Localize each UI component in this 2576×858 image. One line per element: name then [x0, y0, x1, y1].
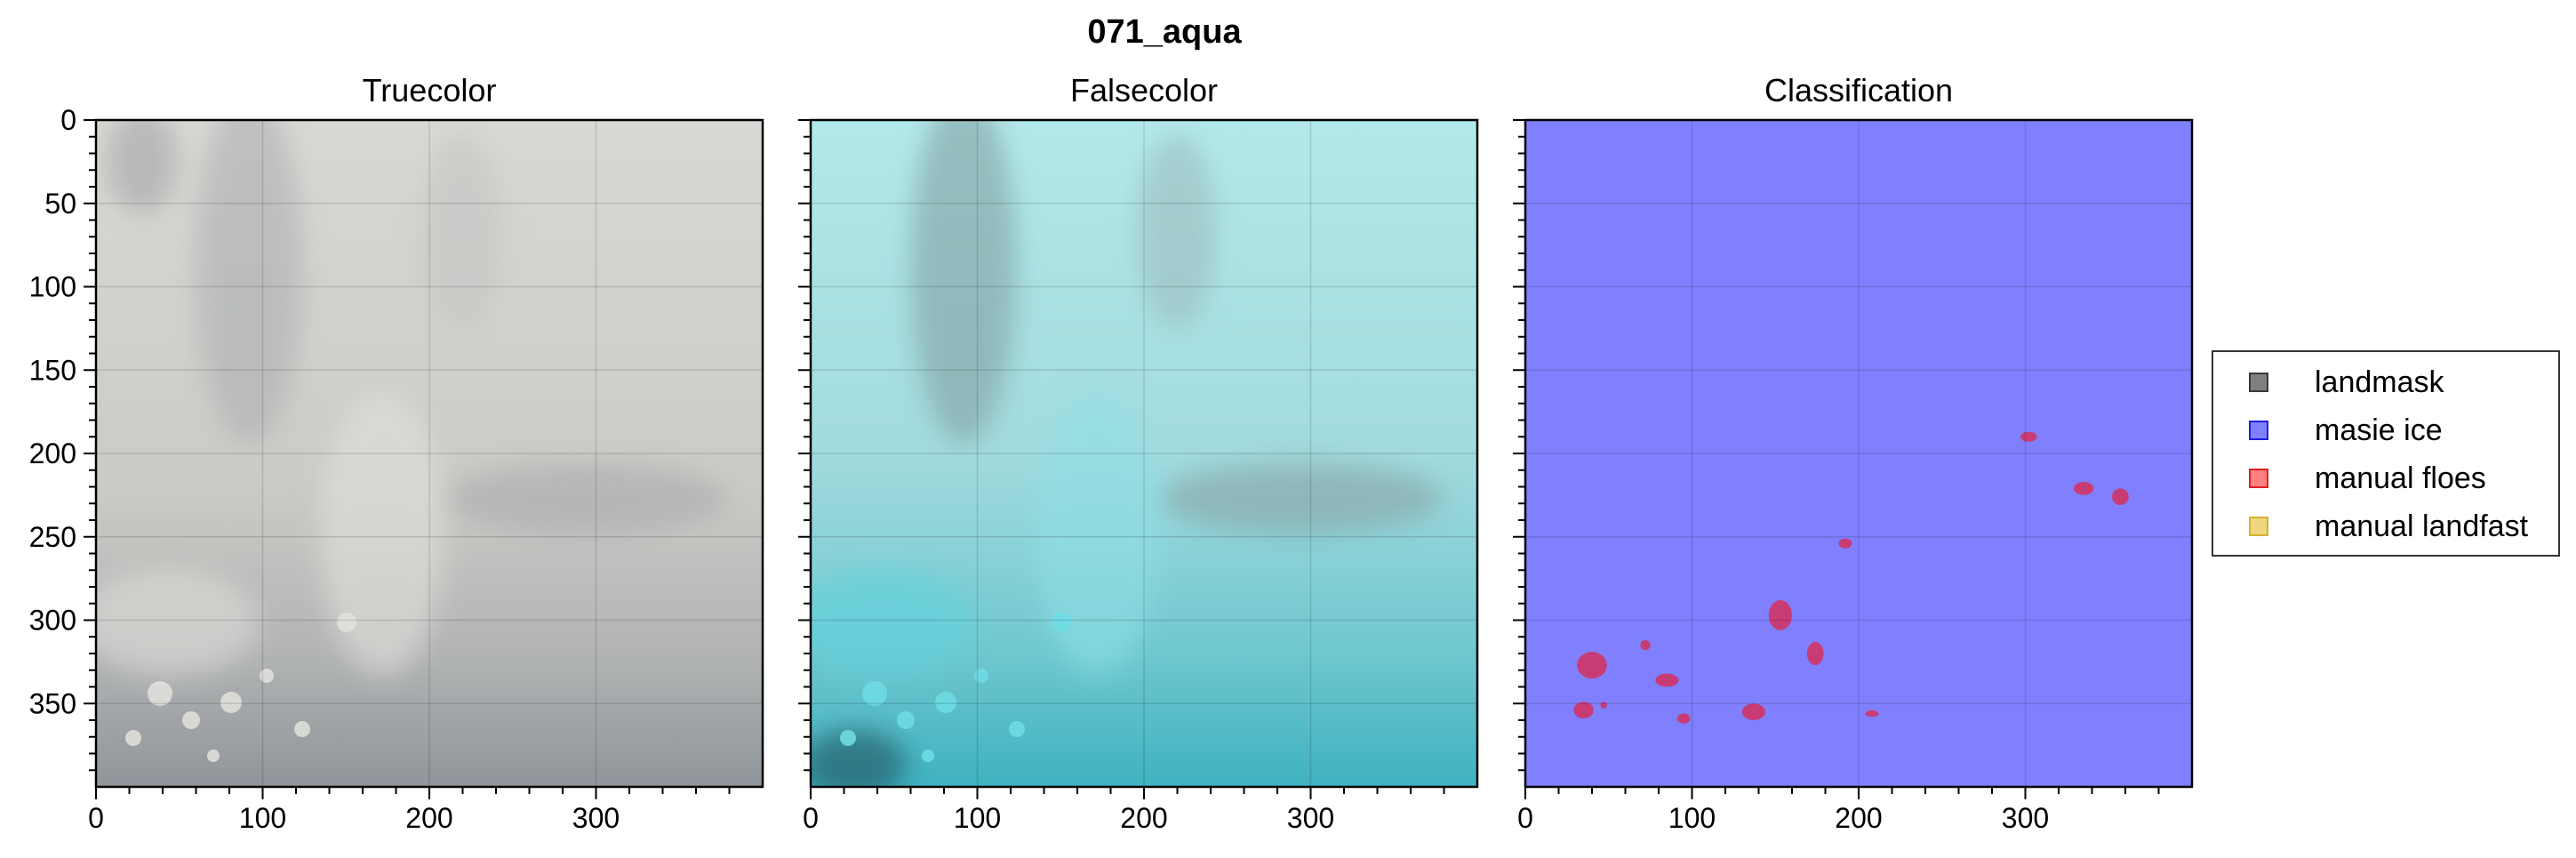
floe-7 [1640, 640, 1651, 651]
x-tick-label: 200 [1120, 802, 1167, 834]
y-tick-label: 50 [44, 188, 76, 220]
floe-2 [2112, 488, 2129, 506]
x-tick-label: 300 [572, 802, 620, 834]
floe-13 [1865, 710, 1879, 718]
legend-item-landmask: landmask [2249, 365, 2444, 399]
x-tick-label: 0 [88, 802, 104, 834]
y-tick-label: 100 [29, 271, 76, 303]
x-tick-label: 300 [1287, 802, 1334, 834]
floe-1 [2073, 481, 2094, 495]
floe-9 [1573, 702, 1594, 719]
legend-item-masie-ice: masie ice [2249, 413, 2443, 447]
x-tick-label: 0 [803, 802, 819, 834]
floe-12 [1741, 703, 1765, 720]
floe-8 [1655, 673, 1679, 687]
floe-4 [1768, 600, 1792, 630]
classification-masie-ice [1525, 120, 2192, 787]
legend-label-manual-floes: manual floes [2315, 461, 2486, 495]
panel-title-falsecolor: Falsecolor [1070, 72, 1218, 108]
floe-6 [1577, 652, 1607, 679]
panel-title-truecolor: Truecolor [363, 72, 497, 108]
x-tick-label: 0 [1517, 802, 1533, 834]
y-tick-label: 200 [29, 437, 76, 469]
floe-0 [2020, 431, 2037, 442]
figure-title: 071_aqua [1087, 13, 1242, 51]
legend-swatch-landmask [2249, 373, 2268, 392]
floe-3 [1838, 538, 1852, 549]
x-tick-label: 100 [954, 802, 1001, 834]
y-tick-label: 0 [60, 104, 76, 136]
floe-11 [1676, 713, 1691, 724]
floe-10 [1600, 702, 1607, 709]
y-tick-label: 300 [29, 605, 76, 637]
y-tick-label: 150 [29, 354, 76, 386]
classification-floes [1573, 431, 2129, 724]
x-tick-label: 300 [2002, 802, 2049, 834]
panel-title-classification: Classification [1764, 72, 1953, 108]
legend-item-manual-landfast: manual landfast [2249, 509, 2529, 543]
x-tick-label: 100 [239, 802, 286, 834]
x-tick-label: 200 [405, 802, 452, 834]
legend-item-manual-floes: manual floes [2249, 461, 2486, 495]
legend: landmask masie ice manual floes manual l… [2212, 350, 2560, 557]
legend-swatch-manual-landfast [2249, 517, 2268, 536]
legend-swatch-masie-ice [2249, 421, 2268, 440]
x-tick-label: 100 [1668, 802, 1716, 834]
legend-swatch-manual-floes [2249, 469, 2268, 488]
y-tick-label: 250 [29, 521, 76, 553]
legend-label-landmask: landmask [2315, 365, 2444, 399]
y-tick-label: 350 [29, 687, 76, 719]
truecolor-image [96, 120, 763, 787]
x-tick-label: 200 [1835, 802, 1882, 834]
legend-label-masie-ice: masie ice [2315, 413, 2443, 447]
axes-layer: 0 100 200 300 0 50 100 150 200 250 300 350 0 100 200 30… [29, 104, 2194, 834]
floe-5 [1806, 641, 1824, 666]
falsecolor-image [811, 120, 1477, 787]
legend-label-manual-landfast: manual landfast [2315, 509, 2529, 543]
